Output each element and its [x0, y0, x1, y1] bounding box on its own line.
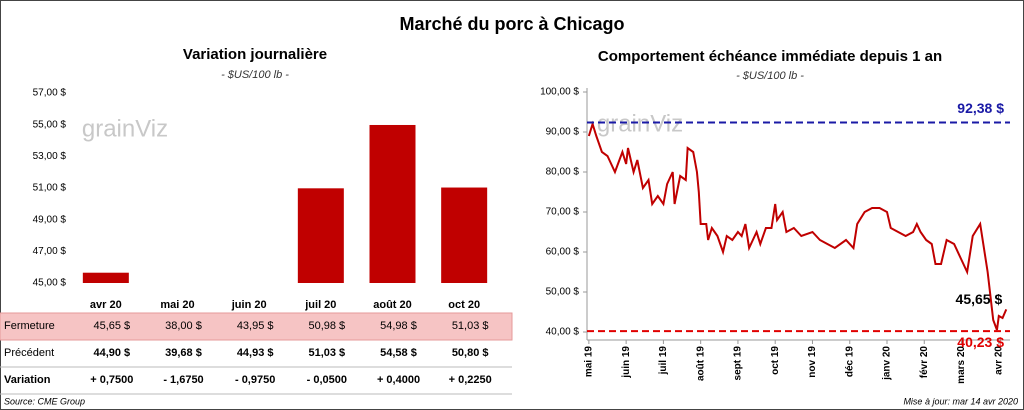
- bar: [226, 283, 272, 300]
- table-cell: 51,03 $: [452, 320, 489, 332]
- y-tick-label: 51,00 $: [33, 183, 67, 194]
- y-tick-label: 49,00 $: [33, 214, 67, 225]
- x-tick-label: janv 20: [882, 346, 893, 381]
- x-tick-label: avr 20: [993, 346, 1004, 375]
- reference-label: 92,38 $: [957, 100, 1004, 116]
- x-tick-label: avr 20: [90, 299, 122, 311]
- table-cell: 54,58 $: [380, 347, 417, 359]
- x-tick-label: août 19: [695, 346, 706, 381]
- right-subtitle: - $US/100 lb -: [736, 70, 804, 82]
- left-title: Variation journalière: [183, 46, 327, 63]
- x-tick-label: juil 19: [658, 346, 669, 376]
- x-tick-label: déc 19: [844, 346, 855, 378]
- x-tick-label: juil 20: [304, 299, 336, 311]
- x-tick-label: mars 20: [956, 346, 967, 384]
- table-cell: 44,90 $: [93, 347, 130, 359]
- source: Source: CME Group: [4, 396, 85, 406]
- table-cell: 54,98 $: [380, 320, 417, 332]
- bar-plot: [82, 124, 488, 300]
- price-line: [587, 120, 1008, 331]
- x-tick-label: oct 20: [448, 299, 480, 311]
- right-title: Comportement échéance immédiate depuis 1…: [598, 48, 942, 65]
- row-label: Précédent: [4, 347, 54, 359]
- bar: [369, 124, 416, 283]
- y-tick-label: 40,00 $: [546, 327, 580, 338]
- y-tick-label: 90,00 $: [546, 127, 580, 138]
- watermark: grainViz: [597, 110, 683, 137]
- bar: [297, 188, 344, 283]
- x-tick-label: févr 20: [919, 346, 930, 379]
- table-cell: + 0,4000: [377, 374, 420, 386]
- y-tick-label: 70,00 $: [546, 207, 580, 218]
- x-tick-label: mai 19: [584, 346, 595, 378]
- x-tick-label: mai 20: [160, 299, 194, 311]
- x-tick-label: août 20: [373, 299, 412, 311]
- last-value-label: 45,65 $: [956, 291, 1003, 307]
- y-tick-label: 57,00 $: [33, 88, 67, 99]
- table-cell: 50,80 $: [452, 347, 489, 359]
- table-cell: - 0,0500: [307, 374, 347, 386]
- bar: [82, 272, 129, 283]
- left-subtitle: - $US/100 lb -: [221, 69, 289, 81]
- y-tick-label: 47,00 $: [33, 246, 67, 257]
- y-tick-label: 53,00 $: [33, 151, 67, 162]
- row-label: Variation: [4, 374, 51, 386]
- x-tick-label: juin 19: [621, 346, 632, 379]
- table-cell: 50,98 $: [308, 320, 345, 332]
- table-cell: 38,00 $: [165, 320, 202, 332]
- table-cell: - 1,6750: [163, 374, 203, 386]
- y-tick-label: 45,00 $: [33, 278, 67, 289]
- x-tick-label: juin 20: [231, 299, 267, 311]
- table-cell: 44,93 $: [237, 347, 274, 359]
- x-tick-label: sept 19: [733, 346, 744, 381]
- y-tick-label: 60,00 $: [546, 247, 580, 258]
- x-tick-label: oct 19: [770, 346, 781, 375]
- reference-label: 40,23 $: [957, 334, 1004, 350]
- table-cell: 51,03 $: [308, 347, 345, 359]
- page-title: Marché du porc à Chicago: [399, 14, 624, 34]
- table-cell: + 0,2250: [449, 374, 492, 386]
- fermeture-row-bg: [0, 312, 513, 341]
- table-cell: + 0,7500: [90, 374, 133, 386]
- y-tick-label: 55,00 $: [33, 119, 67, 130]
- watermark: grainViz: [82, 115, 168, 142]
- table-cell: 43,95 $: [237, 320, 274, 332]
- table-cell: - 0,9750: [235, 374, 275, 386]
- bar: [441, 187, 488, 283]
- x-tick-label: nov 19: [807, 346, 818, 378]
- y-tick-label: 80,00 $: [546, 167, 580, 178]
- y-tick-label: 100,00 $: [540, 87, 579, 98]
- table-cell: 45,65 $: [93, 320, 130, 332]
- y-tick-label: 50,00 $: [546, 287, 580, 298]
- row-label: Fermeture: [4, 320, 55, 332]
- table-cell: 39,68 $: [165, 347, 202, 359]
- line-plot: [587, 120, 1008, 331]
- updated: Mise à jour: mar 14 avr 2020: [903, 396, 1018, 406]
